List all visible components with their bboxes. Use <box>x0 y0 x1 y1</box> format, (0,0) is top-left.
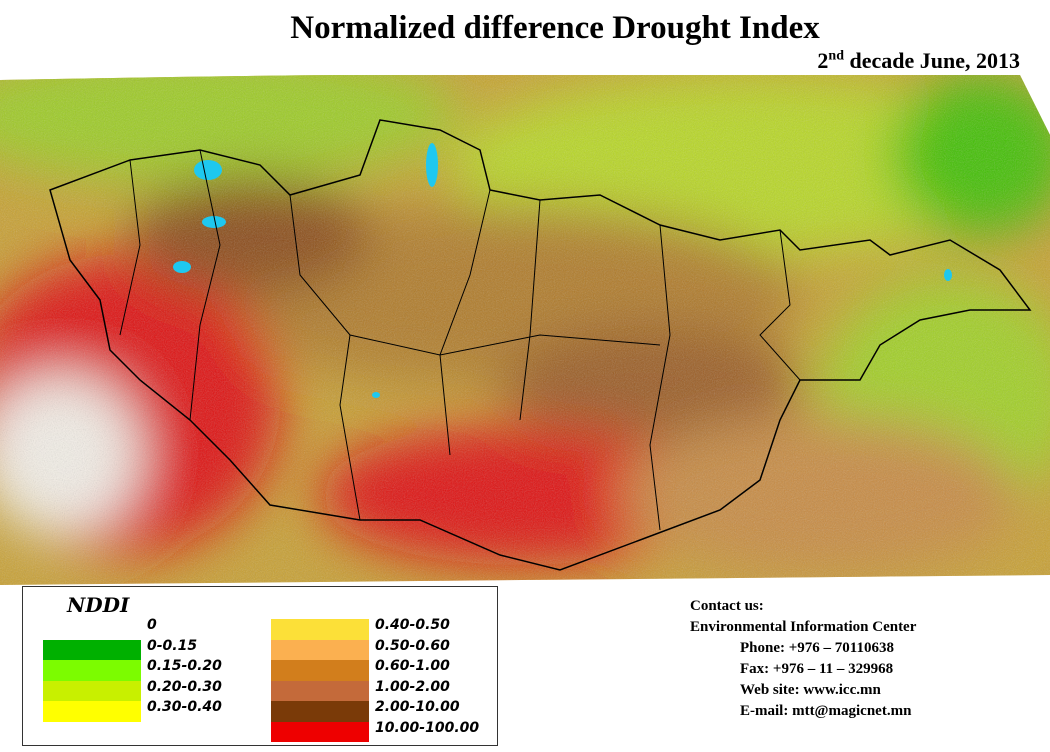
legend-swatches-right <box>271 619 369 742</box>
legend-swatch <box>271 619 369 640</box>
contact-email[interactable]: E-mail: mtt@magicnet.mn <box>740 703 912 719</box>
legend-swatch <box>271 701 369 722</box>
legend-label: 2.00-10.00 <box>375 699 460 715</box>
subtitle-suffix: nd <box>828 48 844 64</box>
contact-phone: Phone: +976 – 70110638 <box>740 640 894 656</box>
legend-label: 10.00-100.00 <box>375 719 480 736</box>
legend-swatch <box>271 680 369 701</box>
legend-label: 0.30-0.40 <box>147 699 222 715</box>
legend-swatch <box>43 680 141 701</box>
legend: NDDI 0 0-0.15 0.15-0.20 0.20-0.30 0.30-0.40 0… <box>22 586 498 746</box>
contact-block: Contact us: Environmental Information Ce… <box>690 596 916 722</box>
legend-title: NDDI <box>67 593 130 617</box>
legend-swatch <box>43 660 141 681</box>
legend-label: 0.20-0.30 <box>147 678 222 695</box>
aimag-borders <box>119 149 801 531</box>
contact-web[interactable]: Web site: www.icc.mn <box>740 682 881 698</box>
contact-org: Environmental Information Center <box>690 619 917 635</box>
subtitle-text: decade June, 2013 <box>844 48 1021 73</box>
contact-fax: Fax: +976 – 11 – 329968 <box>740 661 894 677</box>
legend-swatches-left <box>43 619 141 722</box>
mongolia-border <box>49 119 1032 571</box>
contact-heading: Contact us: <box>690 598 764 614</box>
raster-layer <box>0 75 1050 585</box>
legend-swatch <box>43 619 141 640</box>
legend-label: 0.40-0.50 <box>375 617 450 633</box>
legend-label: 0.15-0.20 <box>147 658 222 674</box>
legend-swatch <box>43 639 141 660</box>
legend-label: 1.00-2.00 <box>375 678 450 695</box>
legend-swatch <box>271 660 369 681</box>
legend-label: 0 <box>147 617 157 633</box>
nddi-map <box>0 75 1050 585</box>
legend-label: 0-0.15 <box>147 637 198 654</box>
legend-label: 0.50-0.60 <box>375 637 450 654</box>
legend-swatch <box>271 639 369 660</box>
legend-label: 0.60-1.00 <box>375 658 450 674</box>
legend-swatch <box>271 721 369 742</box>
legend-swatch <box>43 701 141 722</box>
lakes <box>173 143 952 398</box>
map-subtitle: 2nd decade June, 2013 <box>817 48 1020 74</box>
map-title: Normalized difference Drought Index <box>290 10 820 46</box>
subtitle-ordinal: 2 <box>817 48 829 73</box>
